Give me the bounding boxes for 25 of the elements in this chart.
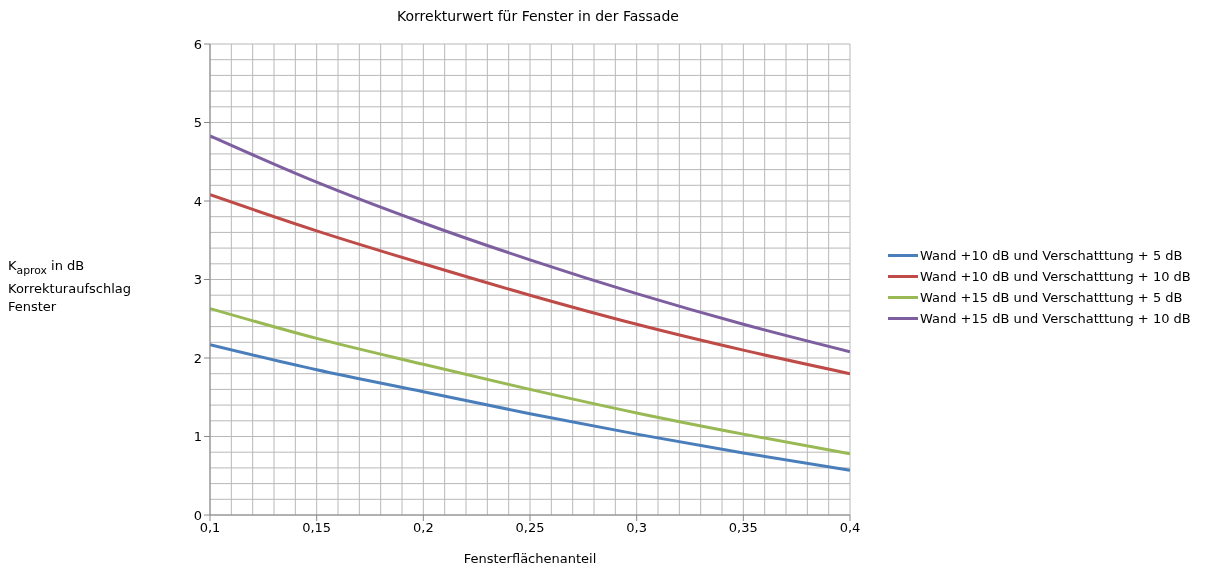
legend-label: Wand +15 dB und Verschatttung + 5 dB [920,289,1183,305]
legend-label: Wand +10 dB und Verschatttung + 10 dB [920,268,1191,284]
line-series [210,134,850,354]
legend-label: Wand +15 dB und Verschatttung + 10 dB [920,310,1191,326]
chart-title: Korrekturwert für Fenster in der Fassade [396,8,680,26]
x-tick-label: 0,3 [626,520,648,536]
x-axis-title: Fensterflächenanteil [463,551,597,566]
y-tick-label: 1 [193,429,202,445]
x-tick-label: 0,15 [302,520,332,536]
legend-label: Wand +10 dB und Verschatttung + 5 dB [920,247,1183,263]
x-tick-label: 0,25 [515,520,545,536]
y-tick-label: 0 [193,507,202,523]
y-tick-label: 2 [193,350,202,366]
y-tick-label: 6 [193,36,202,52]
x-tick-label: 0,1 [199,520,221,536]
y-tick-label: 3 [193,272,202,288]
x-tick-label: 0,2 [412,520,434,536]
y-axis-title: K$_{aprox}$ in dB Korrekturaufschlag Fenster [8,257,132,316]
y-tick-label: 5 [193,115,202,131]
x-tick-label: 0,4 [839,520,861,536]
y-tick-label: 4 [193,193,202,209]
line-series [210,307,850,456]
x-tick-label: 0,35 [728,520,758,536]
line-series [210,343,850,472]
line-series [210,193,850,376]
